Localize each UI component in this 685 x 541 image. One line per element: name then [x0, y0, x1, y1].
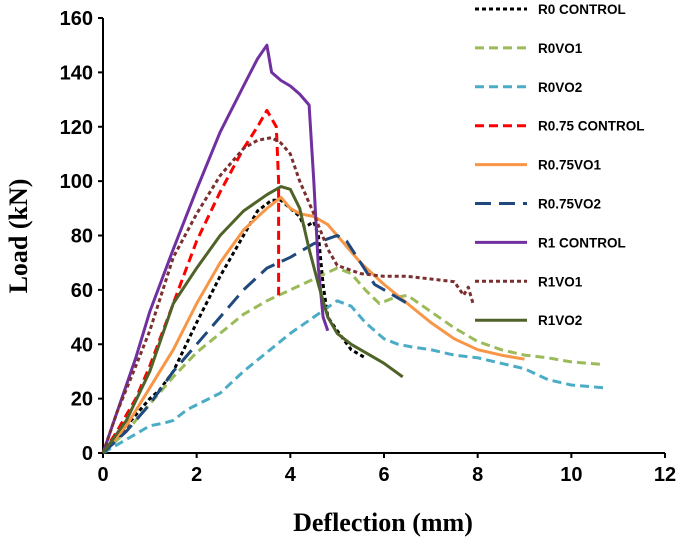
- legend-label-r1-control: R1 CONTROL: [538, 235, 626, 250]
- series-line-r0-75vo1: [101, 195, 525, 454]
- y-tick-label: 0: [82, 443, 93, 465]
- legend-label-r0vo1: R0VO1: [538, 41, 583, 56]
- series-line-r0-75vo2: [101, 234, 409, 455]
- legend-label-r1vo2: R1VO2: [538, 313, 582, 328]
- x-tick-label: 0: [97, 464, 108, 486]
- series-line-r0vo1: [101, 266, 605, 455]
- y-tick-label: 60: [71, 280, 93, 302]
- y-tick-label: 120: [60, 117, 93, 139]
- x-tick-label: 10: [560, 464, 582, 486]
- series-line-r1vo1: [101, 136, 475, 454]
- legend-label-r0-control: R0 CONTROL: [538, 2, 626, 17]
- y-tick-label: 80: [71, 226, 93, 248]
- y-tick-label: 160: [60, 8, 93, 30]
- legend-label-r0-75vo1: R0.75VO1: [538, 158, 602, 173]
- legend-label-r0vo2: R0VO2: [538, 80, 582, 95]
- series-layer: [101, 43, 605, 455]
- x-tick-label: 4: [285, 464, 297, 486]
- x-ticks: 0 2 4 6 8 10 12: [97, 453, 676, 486]
- series-line-r1vo2: [101, 185, 404, 454]
- legend-label-r0-75-control: R0.75 CONTROL: [538, 119, 645, 134]
- y-tick-label: 20: [71, 389, 93, 411]
- x-tick-label: 8: [472, 464, 483, 486]
- series-line-r0vo2: [102, 299, 605, 455]
- y-tick-label: 40: [71, 334, 93, 356]
- legend: R0 CONTROL R0VO1 R0VO2 R0.75 CONTROL R0.75VO…: [475, 2, 645, 328]
- y-axis-title: Load (kN): [4, 179, 33, 294]
- legend-label-r1vo1: R1VO1: [538, 274, 583, 289]
- x-tick-label: 2: [191, 464, 202, 486]
- y-tick-label: 100: [60, 171, 93, 193]
- x-tick-label: 6: [378, 464, 389, 486]
- legend-label-r0-75vo2: R0.75VO2: [538, 197, 601, 212]
- y-ticks: 0 20 40 60 80 100 120 140 160: [60, 8, 103, 465]
- y-tick-label: 140: [60, 62, 93, 84]
- x-tick-label: 12: [654, 464, 676, 486]
- series-line-r1-control: [101, 43, 330, 454]
- x-axis-title: Deflection (mm): [293, 508, 473, 537]
